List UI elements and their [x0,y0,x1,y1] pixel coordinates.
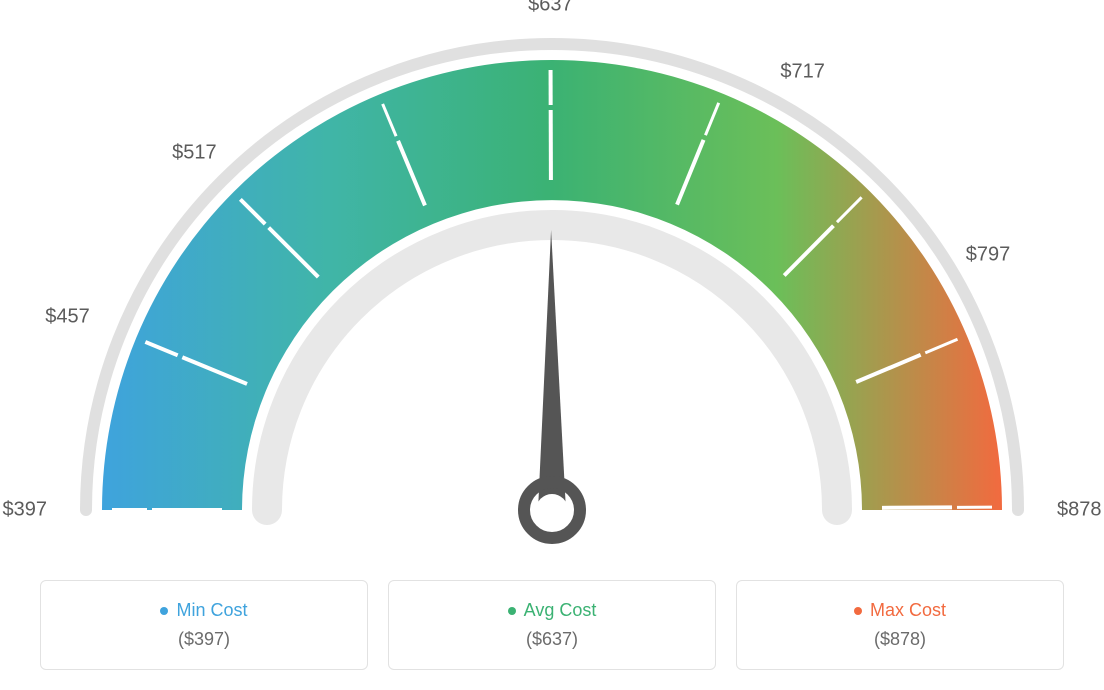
tick-label: $878 [1057,499,1102,522]
legend-value-avg: ($637) [526,629,578,650]
gauge-svg [52,10,1052,570]
legend-dot-avg [508,607,516,615]
tick-label: $637 [528,0,573,17]
legend-box-max: Max Cost ($878) [736,580,1064,670]
legend-title-max: Max Cost [854,600,946,621]
tick-label: $797 [966,244,1011,267]
legend-dot-max [854,607,862,615]
gauge-area: $397 $457 $517 $637 $717 $797 $878 [0,0,1104,560]
needle [538,230,566,511]
legend-dot-min [160,607,168,615]
legend-label-max: Max Cost [870,600,946,621]
legend-box-avg: Avg Cost ($637) [388,580,716,670]
legend-label-min: Min Cost [176,600,247,621]
tick-label: $717 [780,60,825,83]
tick-label: $397 [3,499,48,522]
legend-value-max: ($878) [874,629,926,650]
legend-box-min: Min Cost ($397) [40,580,368,670]
legend-label-avg: Avg Cost [524,600,597,621]
legend-value-min: ($397) [178,629,230,650]
needle-hub-inner [536,494,568,526]
legend-row: Min Cost ($397) Avg Cost ($637) Max Cost… [0,580,1104,670]
legend-title-avg: Avg Cost [508,600,597,621]
legend-title-min: Min Cost [160,600,247,621]
tick-label: $517 [172,142,217,165]
chart-container: $397 $457 $517 $637 $717 $797 $878 Min Cost ($… [0,0,1104,690]
tick-label: $457 [45,306,89,329]
